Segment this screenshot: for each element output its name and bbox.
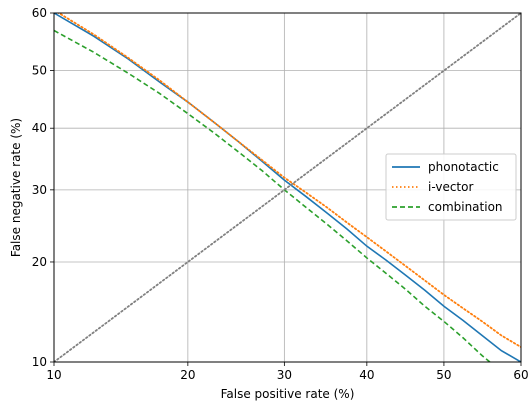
series-line-combination (54, 29, 491, 362)
x-tick-label: 40 (359, 368, 374, 382)
y-axis: 10 20 30 40 50 60 (32, 6, 54, 369)
y-tick-label: 60 (32, 6, 47, 20)
legend-label: i-vector (428, 180, 473, 194)
x-tick-label: 30 (277, 368, 292, 382)
legend: phonotactic i-vector combination (385, 153, 517, 221)
y-tick-label: 20 (32, 255, 47, 269)
y-tick-label: 40 (32, 121, 47, 135)
equal-error-diagonal (54, 13, 521, 362)
x-axis-label: False positive rate (%) (221, 387, 355, 401)
x-tick-label: 50 (436, 368, 451, 382)
plot-frame (53, 12, 522, 363)
y-tick-label: 10 (32, 355, 47, 369)
series-line-i-vector (57, 13, 521, 348)
legend-label: phonotactic (428, 160, 499, 174)
legend-box (385, 153, 517, 221)
y-axis-label: False negative rate (%) (9, 118, 23, 257)
series-line-phonotactic (54, 13, 521, 362)
legend-label: combination (428, 200, 503, 214)
x-axis: 10 20 30 40 50 60 (46, 362, 529, 382)
x-tick-label: 10 (46, 368, 61, 382)
y-tick-label: 30 (32, 183, 47, 197)
y-tick-label: 50 (32, 64, 47, 78)
x-tick-label: 20 (180, 368, 195, 382)
x-tick-label: 60 (513, 368, 528, 382)
series-layer (54, 13, 521, 362)
